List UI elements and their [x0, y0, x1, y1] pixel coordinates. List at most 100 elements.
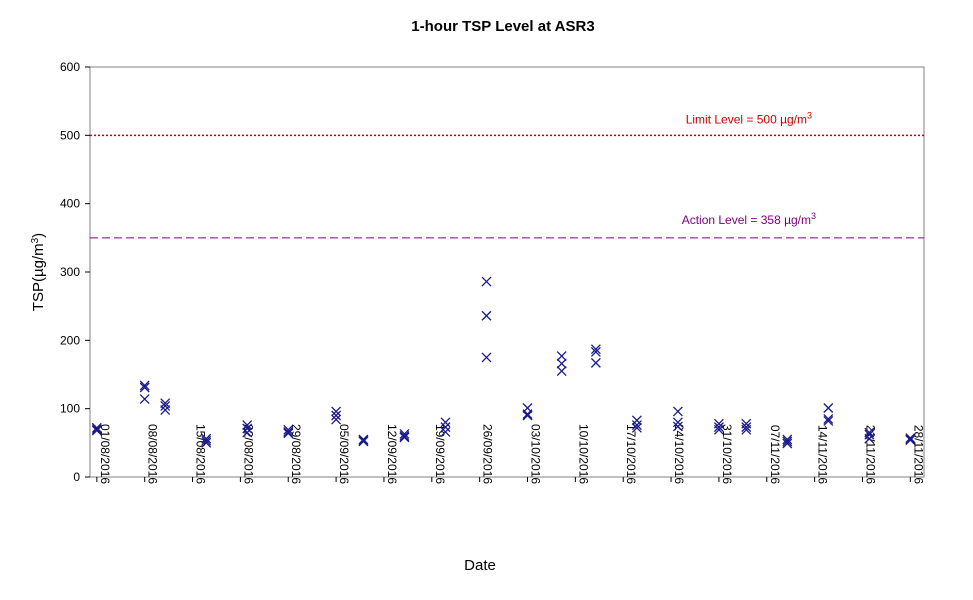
- data-point: [556, 351, 567, 362]
- data-point: [331, 406, 342, 417]
- data-point: [823, 403, 834, 413]
- x-axis-label: Date: [464, 557, 496, 574]
- limit-level-label-sup: 3: [807, 110, 812, 120]
- x-tick-label: 07/11/2016: [768, 425, 782, 484]
- x-tick-label: 28/11/2016: [911, 425, 925, 484]
- data-point: [590, 344, 601, 355]
- data-point: [631, 420, 642, 431]
- data-point: [864, 429, 875, 440]
- data-point: [782, 436, 793, 447]
- data-point: [283, 426, 294, 437]
- data-point: [358, 434, 369, 445]
- x-tick-label: 05/09/2016: [337, 424, 351, 484]
- data-point: [242, 423, 253, 434]
- x-tick-label: 19/09/2016: [433, 424, 447, 484]
- y-tick-label: 0: [73, 470, 80, 484]
- data-point: [631, 422, 642, 433]
- data-point: [440, 417, 451, 428]
- data-point: [201, 433, 212, 444]
- data-point: [522, 410, 533, 421]
- data-point: [590, 357, 601, 368]
- data-point: [481, 310, 492, 321]
- data-point: [672, 406, 683, 417]
- data-point: [672, 417, 683, 428]
- y-tick-label: 200: [60, 333, 80, 347]
- y-tick-label: 500: [60, 128, 80, 142]
- data-point: [139, 394, 150, 405]
- data-point: [713, 424, 724, 435]
- data-point: [782, 434, 793, 445]
- data-point: [823, 416, 834, 426]
- data-point: [160, 400, 171, 411]
- data-point: [522, 409, 533, 420]
- x-tick-label: 24/10/2016: [672, 424, 686, 484]
- y-axis-label: TSP(µg/m3): [30, 233, 48, 311]
- x-tick-label: 12/09/2016: [385, 424, 399, 484]
- data-point: [139, 382, 150, 393]
- data-point: [590, 346, 601, 357]
- data-point: [201, 435, 212, 446]
- x-tick-label: 31/10/2016: [720, 424, 734, 484]
- chart-title: 1-hour TSP Level at ASR3: [411, 18, 594, 35]
- data-point: [481, 276, 492, 287]
- data-point: [905, 435, 916, 446]
- data-point: [399, 432, 410, 443]
- x-tick-label: 03/10/2016: [529, 424, 543, 484]
- data-point: [399, 431, 410, 441]
- action-level-label-text: Action Level = 358 µg/m: [682, 213, 811, 227]
- data-point: [201, 437, 212, 448]
- x-tick-label: 22/08/2016: [241, 424, 255, 484]
- data-point: [139, 380, 150, 391]
- y-tick-label: 300: [60, 265, 80, 279]
- action-level-label: Action Level = 358 µg/m3: [682, 211, 816, 227]
- data-point: [91, 422, 102, 433]
- data-point: [91, 425, 102, 436]
- data-point: [242, 427, 253, 438]
- data-point: [672, 421, 683, 432]
- data-point: [283, 424, 294, 435]
- data-point: [160, 405, 171, 415]
- data-point: [741, 424, 752, 435]
- data-point: [331, 410, 342, 421]
- x-axis: 01/08/2016 08/08/2016 15/08/2016 22/08/2016…: [96, 424, 925, 484]
- limit-level-label: Limit Level = 500 µg/m3: [686, 110, 812, 126]
- data-points: [91, 276, 916, 449]
- data-point: [399, 428, 410, 439]
- x-tick-label: 01/08/2016: [98, 424, 112, 484]
- y-axis-label-end: ): [30, 233, 47, 238]
- data-point: [242, 420, 253, 431]
- data-point: [741, 422, 752, 433]
- data-point: [91, 424, 102, 435]
- y-tick-label: 400: [60, 197, 80, 211]
- data-point: [331, 414, 342, 425]
- x-tick-label: 15/08/2016: [194, 424, 208, 484]
- x-tick-label: 21/11/2016: [863, 425, 877, 484]
- data-point: [823, 413, 834, 424]
- x-tick-label: 17/10/2016: [624, 424, 638, 484]
- action-level-label-sup: 3: [811, 211, 816, 221]
- data-point: [782, 438, 793, 449]
- x-tick-label: 14/11/2016: [816, 425, 830, 484]
- data-point: [481, 352, 492, 363]
- data-point: [556, 358, 567, 369]
- y-axis-label-sup: 3: [30, 237, 41, 243]
- x-tick-label: 08/08/2016: [146, 424, 160, 484]
- x-tick-label: 10/10/2016: [576, 424, 590, 484]
- x-tick-label: 29/08/2016: [289, 424, 303, 484]
- data-point: [358, 436, 369, 447]
- y-tick-label: 100: [60, 402, 80, 416]
- data-point: [713, 422, 724, 433]
- y-tick-label: 600: [60, 60, 80, 74]
- data-point: [631, 415, 642, 426]
- data-point: [864, 433, 875, 444]
- y-axis-label-main: TSP(µg/m: [30, 243, 47, 311]
- data-point: [556, 366, 567, 377]
- limit-level-label-text: Limit Level = 500 µg/m: [686, 112, 807, 126]
- x-tick-label: 26/09/2016: [481, 424, 495, 484]
- data-point: [440, 422, 451, 433]
- data-point: [905, 433, 916, 444]
- data-point: [283, 428, 294, 439]
- y-axis: 0 100 200 300 400 500 600: [60, 60, 90, 484]
